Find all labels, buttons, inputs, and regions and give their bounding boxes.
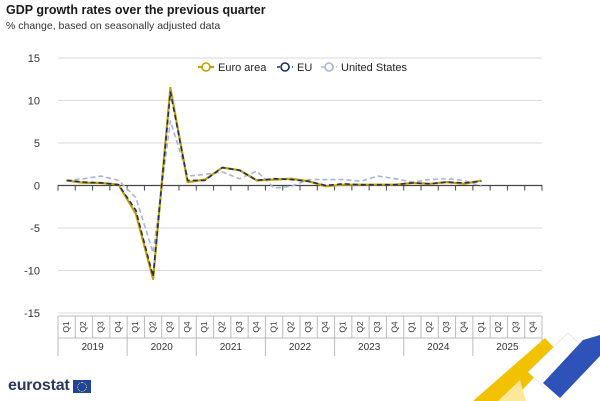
y-tick-label: 10: [28, 96, 40, 108]
x-quarter-label: Q1: [61, 321, 71, 333]
logo-text: eurostat: [8, 377, 70, 394]
legend: Euro area EU United States: [198, 62, 408, 74]
x-quarter-label: Q1: [268, 321, 278, 333]
x-quarter-label: Q2: [424, 321, 434, 333]
x-quarter-label: Q2: [216, 321, 226, 333]
x-quarter-label: Q4: [182, 321, 192, 333]
eurostat-logo: eurostat: [8, 377, 91, 395]
y-tick-label: -5: [30, 223, 40, 235]
x-year-label: 2021: [220, 342, 243, 353]
x-quarter-label: Q1: [337, 321, 347, 333]
x-quarter-label: Q2: [286, 321, 296, 333]
x-year-label: 2019: [81, 342, 104, 353]
x-quarter-label: Q2: [78, 321, 88, 333]
series-lines: [66, 86, 482, 281]
x-year-label: 2025: [496, 342, 519, 353]
x-quarter-label: Q3: [165, 321, 175, 333]
x-quarter-label: Q1: [130, 321, 140, 333]
x-quarter-label: Q3: [95, 321, 105, 333]
y-tick-label: -10: [24, 266, 40, 278]
x-quarter-label: Q2: [147, 321, 157, 333]
legend-marker: [201, 62, 211, 72]
x-quarter-label: Q3: [510, 321, 520, 333]
x-axis: Q1 Q2 Q3 Q4 Q1 Q2 Q3 Q4 Q1 Q2 Q3 Q4 Q1 Q2 Q3 Q4 Q1 Q2 Q3 Q4…: [57, 185, 543, 356]
legend-label: Euro area: [218, 62, 267, 74]
y-tick-label: 5: [34, 138, 40, 150]
x-year-label: 2024: [427, 342, 450, 353]
legend-marker: [280, 62, 290, 72]
x-quarter-label: Q2: [355, 321, 365, 333]
x-quarter-label: Q3: [234, 321, 244, 333]
y-axis-labels: 15 10 5 0 -5 -10 -15: [24, 53, 40, 320]
y-tick-label: -15: [24, 308, 40, 320]
legend-marker: [324, 62, 334, 72]
grid-lines: [58, 57, 542, 314]
chart-title: GDP growth rates over the previous quart…: [6, 3, 266, 17]
x-quarter-label: Q4: [251, 321, 261, 333]
x-quarter-label: Q4: [458, 321, 468, 333]
series-line-united-states: [66, 120, 482, 254]
y-tick-label: 0: [34, 181, 40, 193]
eu-flag-icon: [72, 379, 91, 393]
x-quarter-label: Q2: [493, 321, 503, 333]
x-year-label: 2022: [289, 342, 312, 353]
series-line-eu: [66, 91, 482, 278]
decorative-ribbon-icon: [473, 332, 600, 401]
x-year-label: 2020: [151, 342, 174, 353]
x-quarter-label: Q4: [113, 321, 123, 333]
legend-label: United States: [341, 62, 408, 74]
x-quarter-label: Q3: [372, 321, 382, 333]
x-year-label: 2023: [358, 342, 381, 353]
x-quarter-label: Q1: [407, 321, 417, 333]
x-quarter-label: Q1: [476, 321, 486, 333]
legend-label: EU: [297, 62, 312, 74]
y-tick-label: 15: [28, 53, 40, 65]
chart-subtitle: % change, based on seasonally adjusted d…: [6, 20, 221, 32]
x-quarter-label: Q4: [528, 321, 538, 333]
x-quarter-label: Q4: [320, 321, 330, 333]
x-quarter-label: Q3: [303, 321, 313, 333]
x-quarter-label: Q3: [441, 321, 451, 333]
x-quarter-label: Q4: [389, 321, 399, 333]
x-quarter-label: Q1: [199, 321, 209, 333]
